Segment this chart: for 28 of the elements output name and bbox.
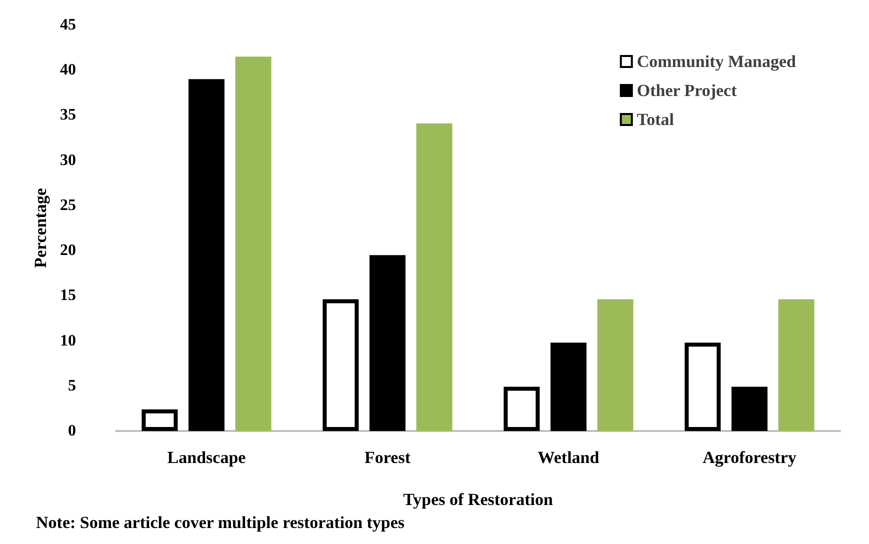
bar [235, 56, 272, 431]
y-tick-label: 15 [60, 287, 76, 304]
y-tick-label: 45 [60, 16, 76, 34]
x-tick-label: Wetland [538, 448, 600, 467]
x-tick-label: Agroforestry [702, 448, 797, 467]
legend-label: Total [636, 110, 674, 129]
y-tick-label: 20 [60, 242, 76, 260]
bar [550, 342, 586, 431]
bar [778, 299, 814, 431]
bar [188, 79, 224, 431]
bar [416, 123, 452, 431]
legend-label: Community Managed [636, 52, 797, 71]
y-tick-label: 30 [60, 152, 76, 169]
bar [597, 299, 634, 431]
legend-label: Other Project [636, 81, 738, 100]
y-tick-label: 5 [68, 377, 76, 394]
x-axis-title: Types of Restoration [403, 490, 554, 509]
text: Note: Some article cover multiple restoration types [36, 513, 405, 532]
y-tick-label: 10 [60, 332, 76, 350]
bar [732, 386, 768, 431]
y-tick-label: 25 [60, 196, 76, 214]
x-tick-label: Landscape [167, 448, 246, 467]
y-tick-label: 35 [60, 106, 76, 124]
x-tick-label: Forest [364, 448, 411, 467]
y-tick-label: 0 [68, 422, 76, 440]
y-axis-title: Percentage [31, 188, 50, 268]
bar [370, 255, 406, 431]
y-tick-label: 40 [60, 62, 76, 79]
